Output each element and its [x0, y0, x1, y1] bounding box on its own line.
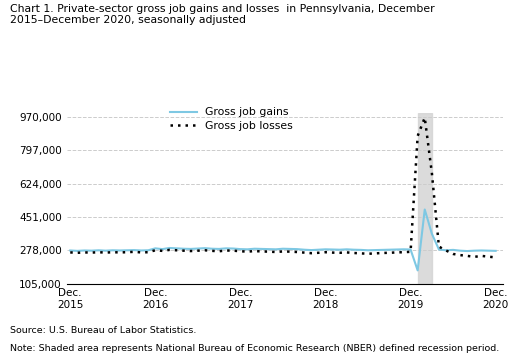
Text: Note: Shaded area represents National Bureau of Economic Research (NBER) defined: Note: Shaded area represents National Bu… [10, 344, 500, 353]
Text: Source: U.S. Bureau of Labor Statistics.: Source: U.S. Bureau of Labor Statistics. [10, 326, 196, 335]
Text: Chart 1. Private-sector gross job gains and losses  in Pennsylvania, December
20: Chart 1. Private-sector gross job gains … [10, 4, 435, 25]
Legend: Gross job gains, Gross job losses: Gross job gains, Gross job losses [170, 107, 293, 131]
Bar [418, 113, 432, 284]
